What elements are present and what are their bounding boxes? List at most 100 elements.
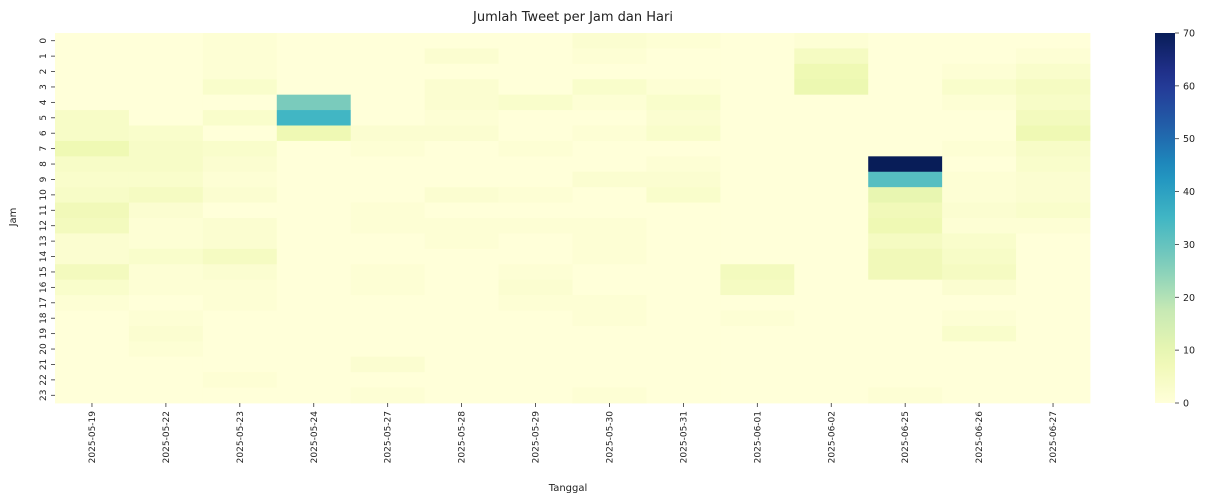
heatmap-cell	[794, 341, 869, 358]
heatmap-cell	[942, 341, 1017, 358]
heatmap-cell	[646, 372, 721, 388]
heatmap-cell	[942, 171, 1017, 188]
heatmap-cell	[868, 94, 943, 111]
heatmap-cell	[498, 279, 573, 296]
heatmap-cell	[424, 372, 499, 388]
x-tick-label: 2025-05-28	[458, 411, 468, 464]
heatmap-cell	[868, 140, 943, 157]
heatmap-cell	[424, 264, 499, 281]
heatmap-cell	[128, 372, 204, 388]
heatmap-cell	[55, 372, 130, 388]
heatmap-cell	[868, 295, 943, 311]
heatmap-cell	[276, 171, 352, 188]
heatmap-cell	[350, 110, 426, 126]
x-axis-label: Tanggal	[548, 483, 588, 494]
heatmap-cell	[128, 171, 204, 188]
heatmap-cell	[128, 202, 204, 219]
heatmap-cell	[128, 295, 204, 311]
heatmap-cell	[202, 63, 278, 80]
heatmap-cell	[572, 63, 647, 80]
heatmap-cell	[1016, 233, 1091, 250]
heatmap-cell	[794, 218, 869, 234]
heatmap-cell	[202, 48, 278, 65]
heatmap-cell	[55, 279, 130, 296]
heatmap-cell	[794, 295, 869, 311]
colorbar-tick-label: 70	[1183, 29, 1195, 40]
heatmap-cell	[646, 187, 721, 203]
heatmap-cell	[720, 218, 795, 234]
heatmap-cell	[424, 63, 499, 80]
y-tick-label: 6	[39, 130, 49, 136]
heatmap-cell	[646, 48, 721, 65]
heatmap-cell	[868, 125, 943, 142]
x-tick-label: 2025-06-02	[827, 411, 837, 463]
heatmap-cell	[498, 125, 573, 142]
colorbar-tick-label: 20	[1183, 293, 1195, 304]
heatmap-cell	[794, 79, 869, 96]
heatmap-cell	[424, 125, 499, 142]
heatmap-cell	[350, 48, 426, 65]
heatmap-cell	[1016, 140, 1091, 157]
heatmap-cell	[350, 295, 426, 311]
heatmap-cell	[720, 310, 795, 327]
heatmap-cell	[720, 279, 795, 296]
heatmap-cell	[55, 356, 130, 373]
heatmap-cell	[646, 233, 721, 250]
heatmap-cell	[424, 248, 499, 265]
heatmap-cell	[276, 110, 352, 126]
heatmap-cell	[720, 171, 795, 188]
heatmap-cell	[1016, 187, 1091, 203]
heatmap-cell	[424, 156, 499, 173]
heatmap-cell	[276, 310, 352, 327]
heatmap-cell	[128, 110, 204, 126]
heatmap-cell	[1016, 33, 1091, 49]
heatmap-cell	[720, 248, 795, 265]
heatmap-cell	[202, 171, 278, 188]
x-tick-label: 2025-05-22	[162, 411, 172, 463]
heatmap-cell	[942, 325, 1017, 342]
heatmap-cell	[55, 63, 130, 80]
heatmap-cell	[646, 218, 721, 234]
heatmap-cell	[276, 387, 352, 404]
heatmap-cell	[720, 325, 795, 342]
heatmap-cell	[55, 341, 130, 358]
heatmap-cell	[424, 33, 499, 49]
y-tick-label: 0	[39, 38, 49, 44]
heatmap-cell	[1016, 372, 1091, 388]
heatmap-cell	[424, 202, 499, 219]
heatmap-cell	[350, 125, 426, 142]
heatmap-cell	[55, 387, 130, 404]
heatmap-cell	[942, 356, 1017, 373]
y-tick-label: 1	[39, 53, 49, 59]
heatmap-cell	[868, 63, 943, 80]
x-tick-label: 2025-06-01	[753, 411, 763, 463]
heatmap-cell	[424, 171, 499, 188]
heatmap-cell	[942, 140, 1017, 157]
heatmap-cell	[646, 248, 721, 265]
heatmap-cell	[646, 356, 721, 373]
y-tick-label: 10	[39, 189, 49, 201]
heatmap-cell	[794, 325, 869, 342]
heatmap-cell	[350, 387, 426, 404]
y-axis-label: Jam	[8, 208, 19, 228]
x-tick-label: 2025-06-25	[901, 411, 911, 463]
heatmap-cell	[1016, 387, 1091, 404]
heatmap-cell	[868, 356, 943, 373]
heatmap-cell	[55, 110, 130, 126]
heatmap-cell	[720, 156, 795, 173]
heatmap-cell	[424, 279, 499, 296]
heatmap-cell	[1016, 94, 1091, 111]
heatmap-cell	[720, 372, 795, 388]
heatmap-cell	[498, 110, 573, 126]
heatmap-cell	[572, 310, 647, 327]
heatmap-cell	[498, 94, 573, 111]
heatmap-cell	[942, 187, 1017, 203]
heatmap-cell	[128, 248, 204, 265]
heatmap-cell	[128, 310, 204, 327]
heatmap-cell	[498, 341, 573, 358]
heatmap-cell	[498, 218, 573, 234]
heatmap-cell	[276, 187, 352, 203]
heatmap-cell	[55, 140, 130, 157]
heatmap-cell	[868, 171, 943, 188]
heatmap-cell	[350, 248, 426, 265]
